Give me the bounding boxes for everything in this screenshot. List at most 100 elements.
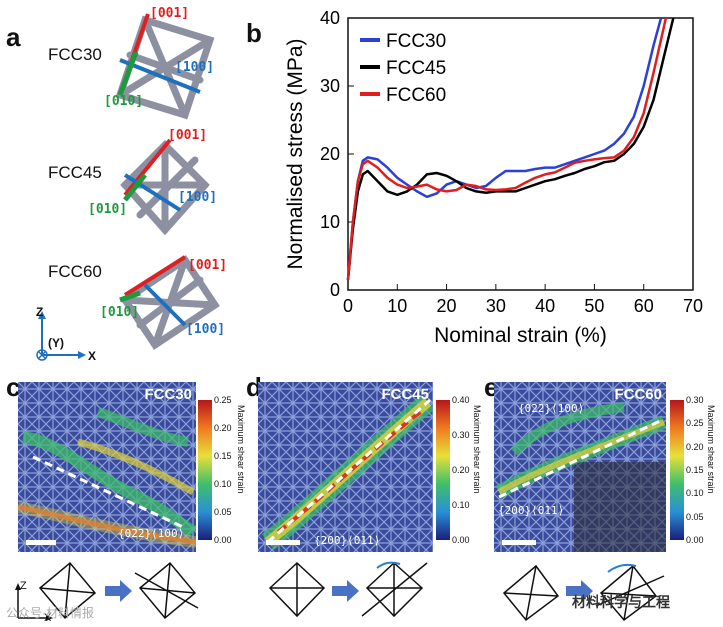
panel-label-c: c bbox=[6, 372, 21, 402]
axis-x-label: X bbox=[88, 349, 97, 363]
dir-010-fcc30: [010] bbox=[104, 94, 144, 109]
colorbar-tick: 0.10 bbox=[452, 500, 470, 510]
colorbar-c-label: Maximum shear strain bbox=[236, 405, 246, 494]
shear-schematic-e bbox=[502, 563, 665, 622]
strain-map-fcc45-image bbox=[258, 382, 433, 552]
colorbar-c-ticks: 0.25 0.20 0.15 0.10 0.05 0.00 bbox=[214, 395, 238, 545]
stress-strain-chart: 0 10 20 30 40 50 60 70 0 10 20 30 40 Nominal strain (… bbox=[284, 8, 703, 347]
plane-label-c: {022}⟨100⟩ bbox=[118, 527, 185, 540]
bottom-axes-icon bbox=[15, 583, 53, 621]
arrow-right-icon bbox=[105, 580, 132, 602]
lattice-fcc45-illustration bbox=[120, 138, 210, 236]
colorbar-tick: 0.00 bbox=[686, 535, 704, 545]
colorbar-tick: 0.30 bbox=[686, 395, 704, 405]
strain-title-d: FCC45 bbox=[381, 386, 429, 403]
colorbar-tick: 0.25 bbox=[214, 395, 232, 405]
colorbar-tick: 0.20 bbox=[452, 465, 470, 475]
x-tick-label: 30 bbox=[486, 296, 506, 316]
shear-schematic-c bbox=[38, 561, 199, 620]
x-tick-label: 10 bbox=[387, 296, 407, 316]
axis-z-label: Z bbox=[36, 305, 44, 319]
x-tick-label: 70 bbox=[683, 296, 703, 316]
strain-map-fcc30-image bbox=[18, 382, 196, 552]
panel-label-d: d bbox=[246, 372, 262, 402]
dir-100-fcc45: [100] bbox=[178, 190, 218, 205]
series-line-fcc30 bbox=[346, 17, 663, 280]
plane-label-e-bottom: {200}⟨011⟩ bbox=[498, 504, 565, 517]
legend-label-fcc45: FCC45 bbox=[386, 58, 446, 79]
bottom-axis-z-label: Z bbox=[20, 580, 27, 592]
lattice-fcc30-illustration bbox=[115, 13, 215, 120]
colorbar-tick: 0.05 bbox=[214, 507, 232, 517]
colorbar-tick: 0.00 bbox=[452, 535, 470, 545]
arrow-010-icon bbox=[123, 173, 147, 202]
lattice-label-fcc60: FCC60 bbox=[48, 262, 102, 281]
colorbar-e-ticks: 0.30 0.25 0.20 0.15 0.10 0.05 0.00 bbox=[686, 395, 710, 545]
axis-y-label: (Y) bbox=[48, 336, 64, 350]
panel-label-a: a bbox=[6, 22, 21, 52]
plane-label-e-top: {022}⟨100⟩ bbox=[518, 402, 585, 415]
strain-map-fcc45: FCC45 {200}⟨011⟩ bbox=[258, 382, 433, 552]
strain-map-fcc60-image bbox=[494, 382, 666, 552]
watermark-right: 材料科学与工程 bbox=[572, 594, 670, 610]
legend-label-fcc30: FCC30 bbox=[386, 31, 446, 52]
colorbar-tick: 0.40 bbox=[452, 395, 470, 405]
colorbar-tick: 0.25 bbox=[686, 418, 704, 429]
strain-map-fcc30: FCC30 {022}⟨100⟩ bbox=[18, 382, 196, 552]
plane-label-d: {200}⟨011⟩ bbox=[314, 534, 381, 547]
x-tick-label: 60 bbox=[634, 296, 654, 316]
colorbar-e bbox=[670, 400, 684, 540]
y-axis-label: Normalised stress (MPa) bbox=[284, 38, 307, 269]
colorbar-e-label: Maximum shear strain bbox=[706, 405, 716, 494]
y-tick-label: 10 bbox=[320, 212, 340, 232]
dir-001-fcc60: [001] bbox=[188, 258, 228, 273]
lattice-label-fcc30: FCC30 bbox=[48, 45, 102, 64]
y-tick-label: 0 bbox=[330, 280, 340, 300]
series-line-fcc45 bbox=[346, 17, 675, 280]
arrow-100-icon bbox=[123, 173, 182, 212]
colorbar-tick: 0.15 bbox=[686, 465, 704, 475]
colorbar-c bbox=[198, 400, 212, 540]
dir-001-fcc30: [001] bbox=[150, 6, 190, 21]
colorbar-tick: 0.00 bbox=[214, 535, 232, 545]
colorbar-d bbox=[436, 400, 450, 540]
panel-label-b: b bbox=[246, 18, 262, 48]
dir-001-fcc45: [001] bbox=[168, 128, 208, 143]
y-tick-label: 40 bbox=[320, 8, 340, 28]
arrow-010-icon bbox=[119, 290, 141, 303]
dir-100-fcc30: [100] bbox=[175, 60, 215, 75]
arrow-right-icon bbox=[332, 580, 359, 602]
coordinate-axes-icon bbox=[36, 311, 86, 361]
x-tick-label: 20 bbox=[437, 296, 457, 316]
colorbar-tick: 0.10 bbox=[214, 479, 232, 489]
colorbar-tick: 0.30 bbox=[452, 430, 470, 440]
lattice-fcc60-illustration bbox=[119, 255, 220, 350]
colorbar-tick: 0.05 bbox=[686, 511, 704, 522]
colorbar-d-ticks: 0.40 0.30 0.20 0.10 0.00 bbox=[452, 395, 476, 545]
colorbar-tick: 0.20 bbox=[214, 423, 232, 433]
y-tick-label: 20 bbox=[320, 144, 340, 164]
arrow-100-icon bbox=[143, 283, 187, 327]
strain-title-e: FCC60 bbox=[614, 386, 662, 403]
lattice-label-fcc45: FCC45 bbox=[48, 163, 102, 182]
shear-schematic-d bbox=[268, 561, 428, 618]
dir-010-fcc60: [010] bbox=[100, 305, 140, 320]
x-tick-label: 40 bbox=[535, 296, 555, 316]
x-tick-label: 50 bbox=[584, 296, 604, 316]
strain-title-c: FCC30 bbox=[144, 386, 192, 403]
colorbar-tick: 0.20 bbox=[686, 441, 704, 452]
watermark-left: 公众号·材料情报 bbox=[6, 606, 94, 620]
colorbar-tick: 0.15 bbox=[214, 451, 232, 461]
arrow-right-icon bbox=[566, 580, 593, 602]
x-tick-label: 0 bbox=[343, 296, 353, 316]
y-tick-label: 30 bbox=[320, 76, 340, 96]
series-line-fcc60 bbox=[346, 17, 668, 280]
dir-100-fcc60: [100] bbox=[186, 322, 226, 337]
arrow-010-icon bbox=[117, 51, 139, 96]
dir-010-fcc45: [010] bbox=[88, 202, 128, 217]
bottom-axis-x-label: X bbox=[44, 612, 52, 624]
strain-map-fcc60: FCC60 {022}⟨100⟩ {200}⟨011⟩ bbox=[494, 382, 666, 552]
colorbar-d-label: Maximum shear strain bbox=[472, 405, 482, 494]
legend-label-fcc60: FCC60 bbox=[386, 85, 446, 106]
x-axis-label: Nominal strain (%) bbox=[434, 324, 607, 347]
